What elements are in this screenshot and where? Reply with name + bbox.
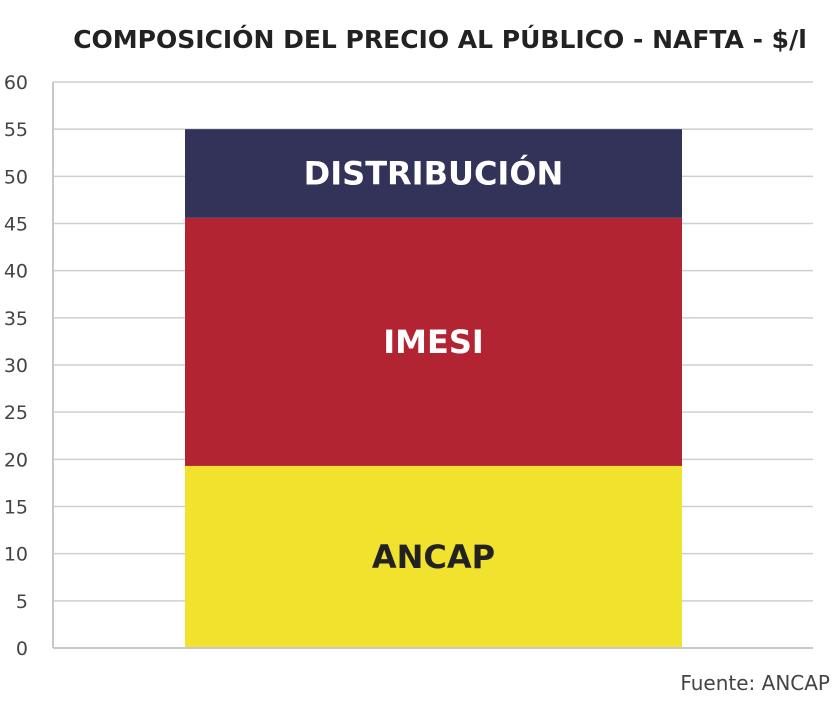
source-note: Fuente: ANCAP — [680, 671, 830, 695]
y-axis-ticks: 0 5 10 15 20 25 30 35 40 45 50 55 60 — [4, 72, 28, 660]
bar-segment-distribucin — [185, 129, 682, 218]
y-tick-label: 10 — [4, 544, 28, 566]
y-tick-label: 15 — [4, 497, 28, 519]
segment-label: IMESI — [383, 323, 484, 361]
y-tick-label: 25 — [4, 402, 28, 424]
segment-label: ANCAP — [372, 538, 495, 576]
y-tick-label: 5 — [16, 591, 28, 613]
segment-label: DISTRIBUCIÓN — [304, 154, 564, 193]
y-tick-label: 45 — [4, 214, 28, 236]
y-tick-label: 30 — [4, 355, 28, 377]
bar-segments: ANCAP IMESI DISTRIBUCIÓN — [185, 129, 682, 648]
y-tick-label: 0 — [16, 638, 28, 660]
y-tick-label: 55 — [4, 119, 28, 141]
y-tick-label: 60 — [4, 72, 28, 94]
y-tick-label: 20 — [4, 449, 28, 471]
y-tick-label: 35 — [4, 308, 28, 330]
y-tick-label: 40 — [4, 261, 28, 283]
bar-segment-ancap — [185, 465, 682, 648]
chart-title: COMPOSICIÓN DEL PRECIO AL PÚBLICO - NAFT… — [73, 24, 807, 54]
bar-segment-imesi — [185, 217, 682, 466]
y-tick-label: 50 — [4, 166, 28, 188]
